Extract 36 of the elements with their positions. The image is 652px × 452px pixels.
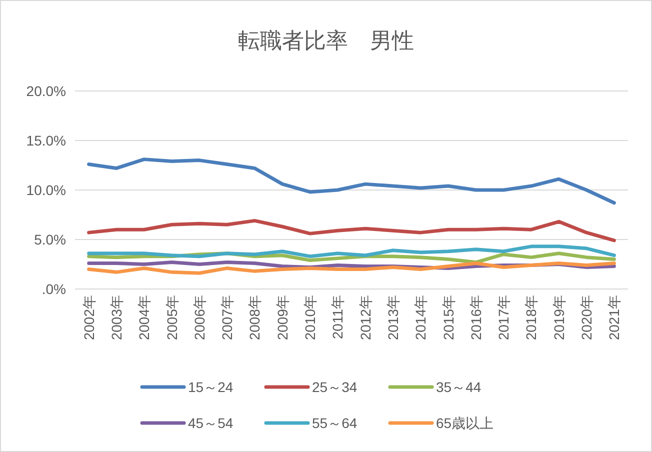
x-tick-label: 2018年: [523, 295, 540, 340]
x-tick-label: 2012年: [357, 295, 374, 340]
y-tick-label: 5.0%: [34, 232, 66, 248]
legend-label: 45～54: [188, 415, 234, 431]
y-tick-label: .0%: [42, 281, 66, 297]
y-tick-label: 10.0%: [26, 182, 66, 198]
line-series: [87, 262, 616, 275]
line-series: [87, 244, 616, 258]
x-tick-label: 2015年: [440, 295, 456, 340]
x-tick-label: 2009年: [274, 295, 290, 340]
x-tick-label: 2014年: [412, 295, 429, 340]
x-tick-label: 2002年: [80, 295, 97, 340]
x-tick-label: 2013年: [384, 295, 401, 340]
x-tick-label: 2006年: [191, 295, 208, 340]
legend-label: 25～34: [312, 379, 358, 395]
x-tick-label: 2005年: [164, 295, 180, 340]
legend-label: 15～24: [188, 379, 234, 395]
chart-title: 転職者比率 男性: [238, 28, 414, 53]
legend-label: 65歳以上: [436, 415, 494, 431]
x-tick-label: 2010年: [302, 295, 318, 340]
x-tick-label: 2020年: [578, 295, 595, 340]
line-series: [87, 158, 616, 205]
x-tick-label: 2004年: [136, 295, 152, 340]
y-tick-label: 15.0%: [26, 132, 66, 148]
x-tick-label: 2011年: [330, 295, 346, 340]
x-tick-label: 2008年: [246, 295, 263, 340]
legend-label: 55～64: [312, 415, 358, 431]
legend-label: 35～44: [436, 379, 482, 395]
x-tick-label: 2019年: [550, 295, 567, 340]
y-tick-label: 20.0%: [26, 83, 66, 99]
x-tick-label: 2021年: [606, 295, 622, 340]
x-tick-label: 2007年: [219, 295, 236, 340]
x-tick-label: 2016年: [468, 295, 484, 340]
x-tick-label: 2003年: [108, 295, 124, 340]
line-series: [87, 218, 616, 242]
x-tick-label: 2017年: [496, 295, 512, 340]
